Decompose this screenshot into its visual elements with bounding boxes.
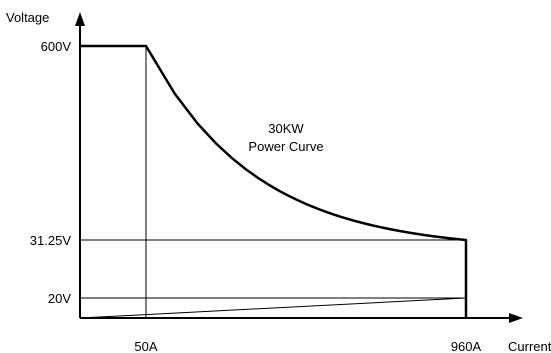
power-curve-line bbox=[80, 44, 468, 318]
x-axis-arrow-icon bbox=[509, 313, 523, 323]
labels: Voltage Current 30KW Power Curve bbox=[6, 10, 551, 353]
y-tick-label: 31.25V bbox=[30, 233, 72, 248]
curve-annotation-line-2: Power Curve bbox=[248, 139, 323, 154]
reference-line-min-diagonal bbox=[79, 297, 467, 319]
y-axis-arrow-icon bbox=[75, 12, 85, 26]
reference-lines bbox=[79, 46, 467, 319]
x-axis-label: Current bbox=[508, 339, 551, 353]
y-tick-label: 600V bbox=[41, 39, 72, 54]
tick-labels: 600V 31.25V 20V 50A 960A bbox=[30, 39, 482, 353]
x-tick-label: 960A bbox=[451, 339, 482, 353]
axes bbox=[75, 12, 523, 323]
y-axis-label: Voltage bbox=[6, 10, 49, 25]
y-tick-label: 20V bbox=[48, 291, 71, 306]
x-tick-label: 50A bbox=[134, 339, 157, 353]
curve-annotation-line-1: 30KW bbox=[268, 121, 304, 136]
curve-layer bbox=[80, 44, 468, 318]
